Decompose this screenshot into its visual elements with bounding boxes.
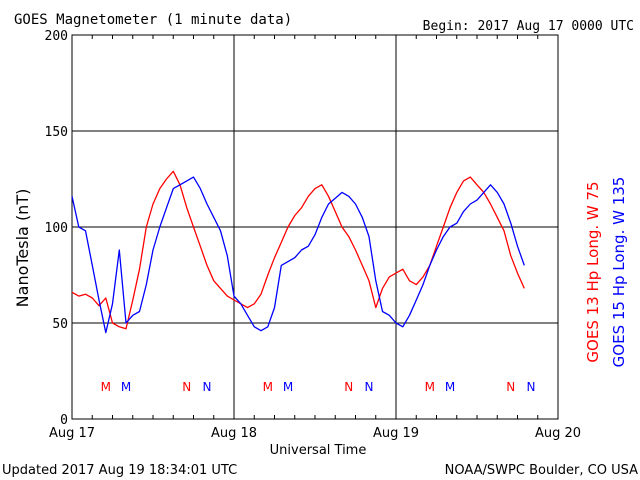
updated-timestamp: Updated 2017 Aug 19 18:34:01 UTC	[2, 463, 237, 478]
marker-n: N	[182, 380, 191, 394]
series-line-goes15	[71, 176, 525, 334]
x-tick-label: Aug 20	[535, 426, 581, 441]
marker-n: N	[203, 380, 212, 394]
y-tick-label: 50	[52, 317, 68, 332]
grid-lines	[72, 35, 558, 419]
series-label-goes13: GOES 13 Hp Long. W 75	[584, 181, 602, 362]
series-label-goes15: GOES 15 Hp Long. W 135	[610, 177, 628, 368]
series-layer	[71, 170, 525, 334]
marker-m: M	[445, 380, 455, 394]
marker-n: N	[344, 380, 353, 394]
marker-n: N	[365, 380, 374, 394]
marker-m: M	[425, 380, 435, 394]
marker-m: M	[121, 380, 131, 394]
marker-n: N	[506, 380, 515, 394]
x-axis-title: Universal Time	[270, 443, 367, 458]
y-tick-label: 150	[45, 125, 68, 140]
y-tick-label: 0	[60, 413, 68, 428]
x-tick-label: Aug 18	[211, 426, 257, 441]
series-line-goes13	[71, 170, 525, 330]
y-axis-title: NanoTesla (nT)	[13, 189, 32, 308]
marker-n: N	[527, 380, 536, 394]
begin-time-label: Begin: 2017 Aug 17 0000 UTC	[423, 19, 634, 34]
x-tick-label: Aug 17	[49, 426, 95, 441]
x-tick-label: Aug 19	[373, 426, 419, 441]
marker-m: M	[283, 380, 293, 394]
y-axis-ticks: 0 50 100 150 200	[45, 29, 558, 428]
marker-m: M	[101, 380, 111, 394]
y-tick-label: 100	[45, 221, 68, 236]
marker-m: M	[263, 380, 273, 394]
x-axis-ticks: Aug 17 Aug 18 Aug 19 Aug 20	[49, 35, 581, 441]
chart-title: GOES Magnetometer (1 minute data)	[14, 12, 292, 28]
y-tick-label: 200	[45, 29, 68, 44]
credit-label: NOAA/SWPC Boulder, CO USA	[445, 463, 638, 478]
